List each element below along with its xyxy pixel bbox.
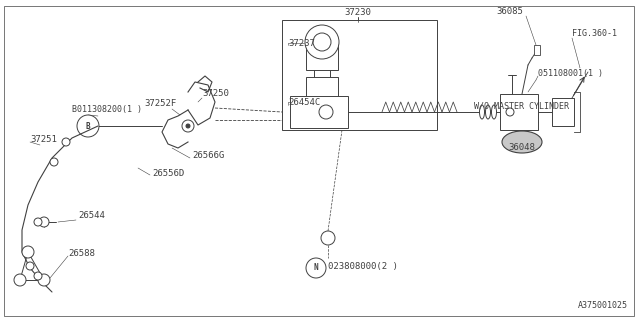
Ellipse shape — [479, 105, 484, 119]
Text: N: N — [314, 263, 318, 273]
Circle shape — [182, 120, 194, 132]
Text: 37250: 37250 — [202, 89, 229, 98]
Bar — [534, 45, 540, 55]
Text: 37237: 37237 — [288, 39, 315, 48]
Text: 26544: 26544 — [78, 211, 105, 220]
Bar — [306, 42, 338, 70]
Text: 37252F: 37252F — [144, 99, 176, 108]
Circle shape — [506, 108, 514, 116]
Circle shape — [14, 274, 26, 286]
Text: B011308200(1 ): B011308200(1 ) — [72, 105, 142, 114]
Text: 26454C: 26454C — [288, 98, 320, 107]
Circle shape — [319, 105, 333, 119]
Circle shape — [321, 231, 335, 245]
Circle shape — [62, 138, 70, 146]
Text: 36085: 36085 — [497, 7, 524, 16]
Circle shape — [50, 158, 58, 166]
Ellipse shape — [502, 131, 542, 153]
Circle shape — [313, 33, 331, 51]
Circle shape — [186, 124, 190, 128]
Text: 023808000(2 ): 023808000(2 ) — [328, 262, 398, 271]
Circle shape — [305, 25, 339, 59]
Circle shape — [39, 217, 49, 227]
Text: B: B — [86, 122, 90, 131]
Text: 37251: 37251 — [30, 135, 57, 144]
Circle shape — [38, 274, 50, 286]
Bar — [500, 94, 538, 130]
Bar — [552, 98, 574, 126]
Text: 26588: 26588 — [68, 249, 95, 258]
Text: W/O MASTER CYLINDER: W/O MASTER CYLINDER — [474, 101, 570, 110]
Bar — [290, 96, 348, 128]
Circle shape — [306, 258, 326, 278]
Text: 26566G: 26566G — [192, 151, 224, 160]
Ellipse shape — [486, 105, 490, 119]
Bar — [282, 20, 437, 130]
Circle shape — [34, 272, 42, 280]
Ellipse shape — [492, 105, 497, 119]
Text: FIG.360-1: FIG.360-1 — [572, 29, 617, 38]
Circle shape — [22, 246, 34, 258]
Text: 37230: 37230 — [344, 8, 371, 17]
Text: 36048: 36048 — [509, 143, 536, 152]
Circle shape — [26, 262, 34, 270]
Circle shape — [77, 115, 99, 137]
Text: A375001025: A375001025 — [578, 301, 628, 310]
Bar — [306, 77, 338, 100]
Text: 26556D: 26556D — [152, 169, 184, 178]
Text: 051108001(1 ): 051108001(1 ) — [538, 69, 603, 78]
Circle shape — [34, 218, 42, 226]
